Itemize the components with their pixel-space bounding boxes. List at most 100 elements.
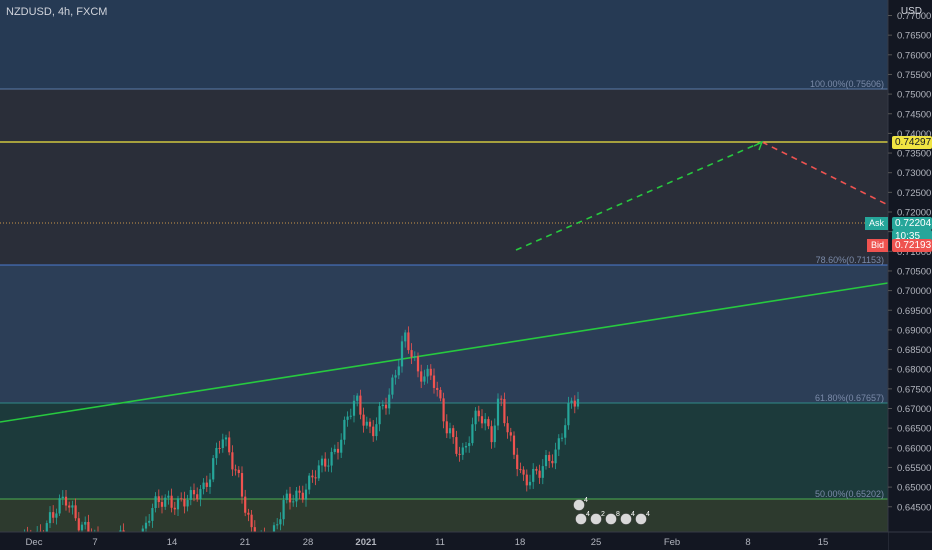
time-tick-label: 2021 <box>355 537 377 548</box>
price-tick-label: 0.72500 <box>897 188 931 199</box>
candle-body <box>519 469 522 471</box>
candle-body <box>535 468 538 471</box>
candle-body <box>154 496 157 509</box>
candle-body <box>224 437 228 440</box>
symbol-title[interactable]: NZDUSD, 4h, FXCM <box>6 6 108 18</box>
time-tick-label: 25 <box>591 537 602 548</box>
candle-body <box>333 448 336 452</box>
candle-body <box>442 398 445 422</box>
candle-body <box>180 498 183 500</box>
event-badge[interactable] <box>590 513 602 525</box>
candle-body <box>237 469 240 474</box>
candle-body <box>471 424 474 444</box>
candle-body <box>71 505 74 508</box>
candle-body <box>330 451 333 466</box>
projection-up-line[interactable] <box>515 141 763 251</box>
candle-body <box>231 452 234 470</box>
event-badge[interactable] <box>573 499 585 511</box>
candle-body <box>202 482 205 490</box>
projection-arrowhead <box>753 140 764 151</box>
candle-body <box>490 426 493 443</box>
candle-body <box>496 398 500 426</box>
time-tick-label: 18 <box>515 537 526 548</box>
candle-body <box>474 410 477 425</box>
candle-body <box>448 428 452 434</box>
candle-body <box>528 481 532 486</box>
event-badge[interactable] <box>605 513 617 525</box>
candle-body <box>468 443 471 446</box>
candle-body <box>576 398 580 407</box>
event-badge-count: 4 <box>646 511 650 518</box>
price-tick-label: 0.68000 <box>897 365 931 376</box>
candle-body <box>487 419 490 427</box>
candle-body <box>148 520 151 523</box>
time-axis-panel[interactable] <box>0 532 888 550</box>
candle-body <box>452 428 455 438</box>
event-badge[interactable] <box>575 513 587 525</box>
candle-body <box>304 489 308 500</box>
candle-body <box>327 465 330 467</box>
ask-price-tag: 0.72204 <box>892 217 932 230</box>
time-tick-label: Dec <box>26 537 43 548</box>
trend-line[interactable] <box>0 282 889 423</box>
candle-body <box>420 371 423 382</box>
event-badge-count: 2 <box>601 511 605 518</box>
time-tick-label: 7 <box>92 537 97 548</box>
candle-body <box>77 518 80 531</box>
candle-body <box>538 470 541 478</box>
candle-body <box>346 416 349 420</box>
candle-body <box>352 400 356 416</box>
candle-body <box>189 490 192 500</box>
candle-body <box>445 421 448 434</box>
candle-body <box>292 501 295 503</box>
candle-body <box>567 403 570 426</box>
candle-body <box>532 468 535 482</box>
candle-body <box>516 454 519 470</box>
candle-body <box>48 512 52 524</box>
price-tick-label: 0.74500 <box>897 109 931 120</box>
candle-body <box>45 523 48 538</box>
candle-body <box>151 508 154 521</box>
time-tick-label: 28 <box>303 537 314 548</box>
candle-body <box>87 521 90 534</box>
projection-down-line[interactable] <box>761 141 889 206</box>
candle-body <box>199 489 202 500</box>
candle-body <box>160 502 164 507</box>
candle-body <box>500 398 503 400</box>
candle-body <box>522 469 525 475</box>
price-tick-label: 0.65500 <box>897 463 931 474</box>
candle-body <box>276 524 279 526</box>
candle-body <box>423 376 426 382</box>
price-tick-label: 0.67000 <box>897 404 931 415</box>
candle-body <box>372 426 375 437</box>
candle-body <box>551 460 554 464</box>
event-badge[interactable] <box>620 513 632 525</box>
candle-body <box>164 497 167 507</box>
candle-body <box>64 496 68 506</box>
event-badge-count: 4 <box>584 497 588 504</box>
candle-body <box>349 415 352 417</box>
candle-body <box>244 496 247 513</box>
candle-body <box>461 447 464 455</box>
event-badge[interactable] <box>635 513 647 525</box>
candle-body <box>480 416 484 424</box>
candle-body <box>426 368 429 377</box>
time-tick-label: 21 <box>240 537 251 548</box>
candle-body <box>544 455 548 467</box>
time-tick-label: 14 <box>167 537 178 548</box>
candle-body <box>208 479 212 487</box>
price-tick-label: 0.76000 <box>897 50 931 61</box>
price-axis-panel[interactable] <box>888 0 932 550</box>
time-tick-label: 8 <box>745 537 750 548</box>
candle-body <box>80 524 84 531</box>
candle-body <box>314 477 317 479</box>
time-tick-label: 11 <box>435 537 445 548</box>
price-tick-label: 0.70000 <box>897 286 931 297</box>
candle-body <box>512 435 516 455</box>
candle-body <box>221 439 224 449</box>
candle-body <box>336 448 340 453</box>
candle-body <box>170 495 173 508</box>
price-tick-label: 0.66500 <box>897 424 931 435</box>
